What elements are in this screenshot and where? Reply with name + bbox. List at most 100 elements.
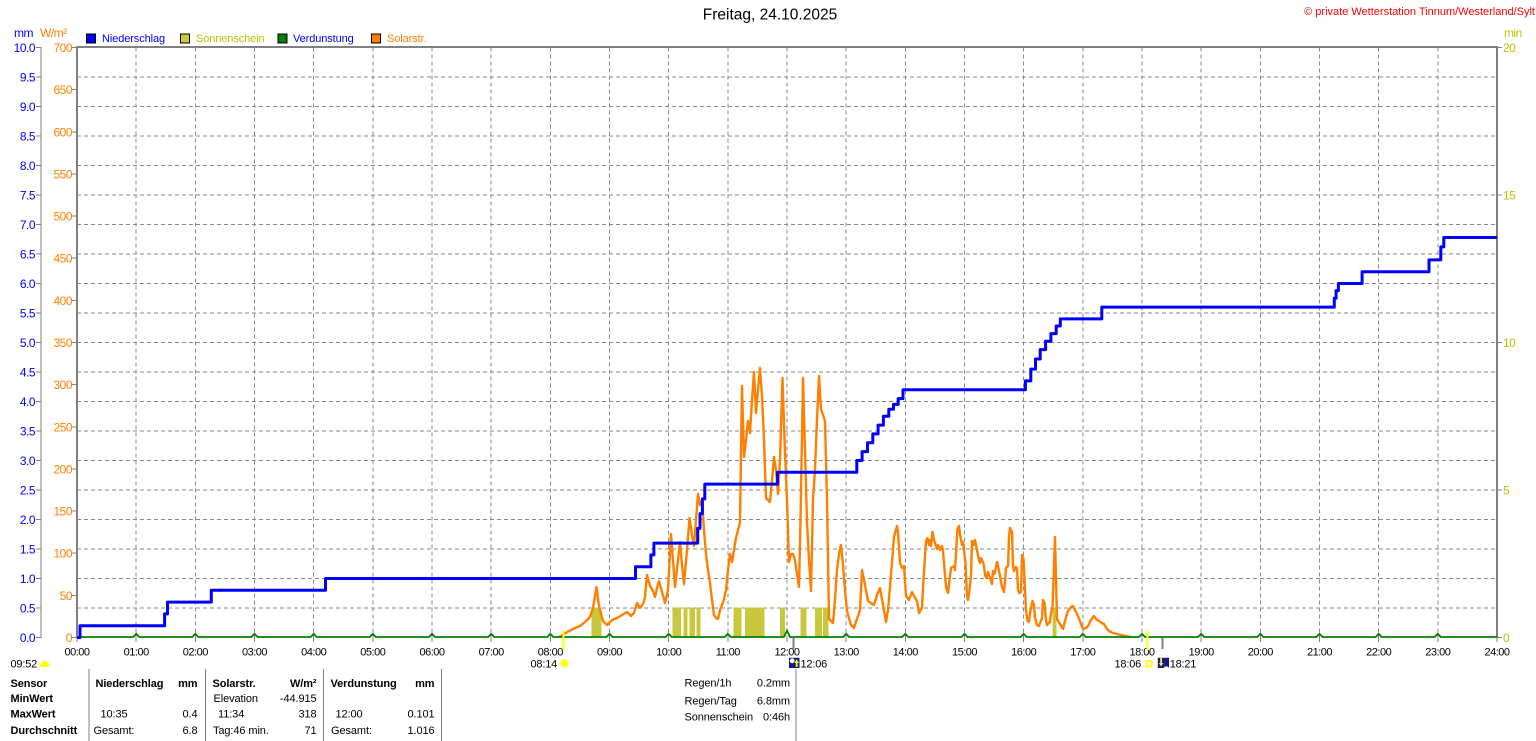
svg-text:1.5: 1.5 [20,543,36,557]
svg-text:Regen/Tag: Regen/Tag [685,696,737,708]
svg-text:Regen/1h: Regen/1h [685,678,732,690]
svg-text:Niederschlag: Niederschlag [96,678,164,690]
svg-text:6.8mm: 6.8mm [757,696,790,708]
svg-text:23:00: 23:00 [1425,647,1450,659]
svg-text:Freitag, 24.10.2025: Freitag, 24.10.2025 [703,7,837,24]
svg-text:3.5: 3.5 [20,425,36,439]
svg-text:Solarstr.: Solarstr. [213,678,256,690]
svg-text:500: 500 [53,210,72,224]
svg-text:Durchschnitt: Durchschnitt [11,725,78,737]
svg-text:10: 10 [1503,336,1516,350]
svg-text:2.0: 2.0 [20,513,36,527]
svg-text:08:00: 08:00 [538,647,563,659]
svg-text:400: 400 [53,294,72,308]
svg-text:200: 200 [53,462,72,476]
svg-text:13:00: 13:00 [834,647,859,659]
svg-text:0: 0 [1503,631,1510,645]
svg-text:250: 250 [53,420,72,434]
svg-text:06:00: 06:00 [419,647,444,659]
svg-text:20: 20 [1503,41,1516,55]
svg-text:09:52: 09:52 [11,659,38,671]
svg-text:0: 0 [66,631,73,645]
svg-text:Sonnenschein: Sonnenschein [196,33,265,45]
svg-text:9.0: 9.0 [20,100,36,114]
svg-text:04:00: 04:00 [301,647,326,659]
svg-text:18:00: 18:00 [1129,647,1154,659]
svg-text:10.0: 10.0 [14,41,36,55]
svg-text:21:00: 21:00 [1307,647,1332,659]
svg-text:0.0: 0.0 [20,631,36,645]
svg-text:15:00: 15:00 [952,647,977,659]
svg-text:05:00: 05:00 [360,647,385,659]
svg-text:50: 50 [60,589,73,603]
svg-text:7.5: 7.5 [20,189,36,203]
svg-text:700: 700 [53,41,72,55]
svg-text:mm: mm [415,678,435,690]
svg-text:3.0: 3.0 [20,454,36,468]
svg-text:0:46h: 0:46h [763,712,790,724]
svg-text:318: 318 [298,709,316,721]
svg-text:Elevation: Elevation [214,693,258,705]
svg-text:Sensor: Sensor [11,678,49,690]
svg-text:7.0: 7.0 [20,218,36,232]
svg-text:01:00: 01:00 [124,647,149,659]
svg-text:600: 600 [53,125,72,139]
svg-text:18:06: 18:06 [1115,659,1142,671]
svg-text:16:00: 16:00 [1011,647,1036,659]
svg-text:mm: mm [178,678,198,690]
svg-text:11:34: 11:34 [218,709,244,721]
svg-text:17:00: 17:00 [1070,647,1095,659]
svg-text:24:00: 24:00 [1484,647,1509,659]
svg-text:0.5: 0.5 [20,602,36,616]
svg-text:20:00: 20:00 [1248,647,1273,659]
svg-text:-44.915: -44.915 [280,693,317,705]
svg-text:5.5: 5.5 [20,307,36,321]
svg-text:mm: mm [14,26,33,40]
svg-text:100: 100 [53,547,72,561]
svg-text:12:00: 12:00 [774,647,799,659]
svg-text:W/m²: W/m² [290,678,317,690]
svg-text:9.5: 9.5 [20,71,36,85]
svg-text:6.0: 6.0 [20,277,36,291]
svg-text:Verdunstung: Verdunstung [293,33,354,45]
svg-text:1.0: 1.0 [20,572,36,586]
svg-text:6.8: 6.8 [183,725,198,737]
svg-text:4.0: 4.0 [20,395,36,409]
svg-text:15: 15 [1503,189,1516,203]
svg-text:0.101: 0.101 [407,709,434,721]
svg-text:02:00: 02:00 [183,647,208,659]
svg-text:22:00: 22:00 [1366,647,1391,659]
svg-text:71: 71 [304,725,316,737]
svg-text:8.5: 8.5 [20,130,36,144]
svg-text:5: 5 [1503,484,1510,498]
svg-text:MinWert: MinWert [11,693,54,705]
svg-text:4.5: 4.5 [20,366,36,380]
svg-text:19:00: 19:00 [1189,647,1214,659]
svg-text:09:00: 09:00 [597,647,622,659]
svg-text:0.2mm: 0.2mm [757,678,790,690]
svg-text:11:00: 11:00 [716,647,741,659]
svg-text:8.0: 8.0 [20,159,36,173]
svg-text:07:00: 07:00 [479,647,504,659]
svg-text:1.016: 1.016 [407,725,434,737]
svg-text:08:14: 08:14 [531,659,558,671]
svg-text:Sonnenschein: Sonnenschein [685,712,754,724]
svg-text:18:21: 18:21 [1170,659,1197,671]
svg-text:12:00: 12:00 [336,709,363,721]
svg-text:6.5: 6.5 [20,248,36,262]
svg-text:12:06: 12:06 [801,659,828,671]
svg-text:550: 550 [53,167,72,181]
svg-text:Tag:46 min.: Tag:46 min. [213,725,269,737]
svg-text:0.4: 0.4 [183,709,198,721]
svg-text:00:00: 00:00 [64,647,89,659]
svg-text:150: 150 [53,505,72,519]
svg-text:W/m²: W/m² [40,26,67,40]
svg-text:450: 450 [53,252,72,266]
svg-text:10:00: 10:00 [656,647,681,659]
svg-text:10:35: 10:35 [101,709,128,721]
svg-text:5.0: 5.0 [20,336,36,350]
svg-text:03:00: 03:00 [242,647,267,659]
svg-text:Gesamt:: Gesamt: [331,725,372,737]
svg-text:MaxWert: MaxWert [11,709,56,721]
svg-text:© private Wetterstation Tinnum: © private Wetterstation Tinnum/Westerlan… [1304,6,1535,18]
